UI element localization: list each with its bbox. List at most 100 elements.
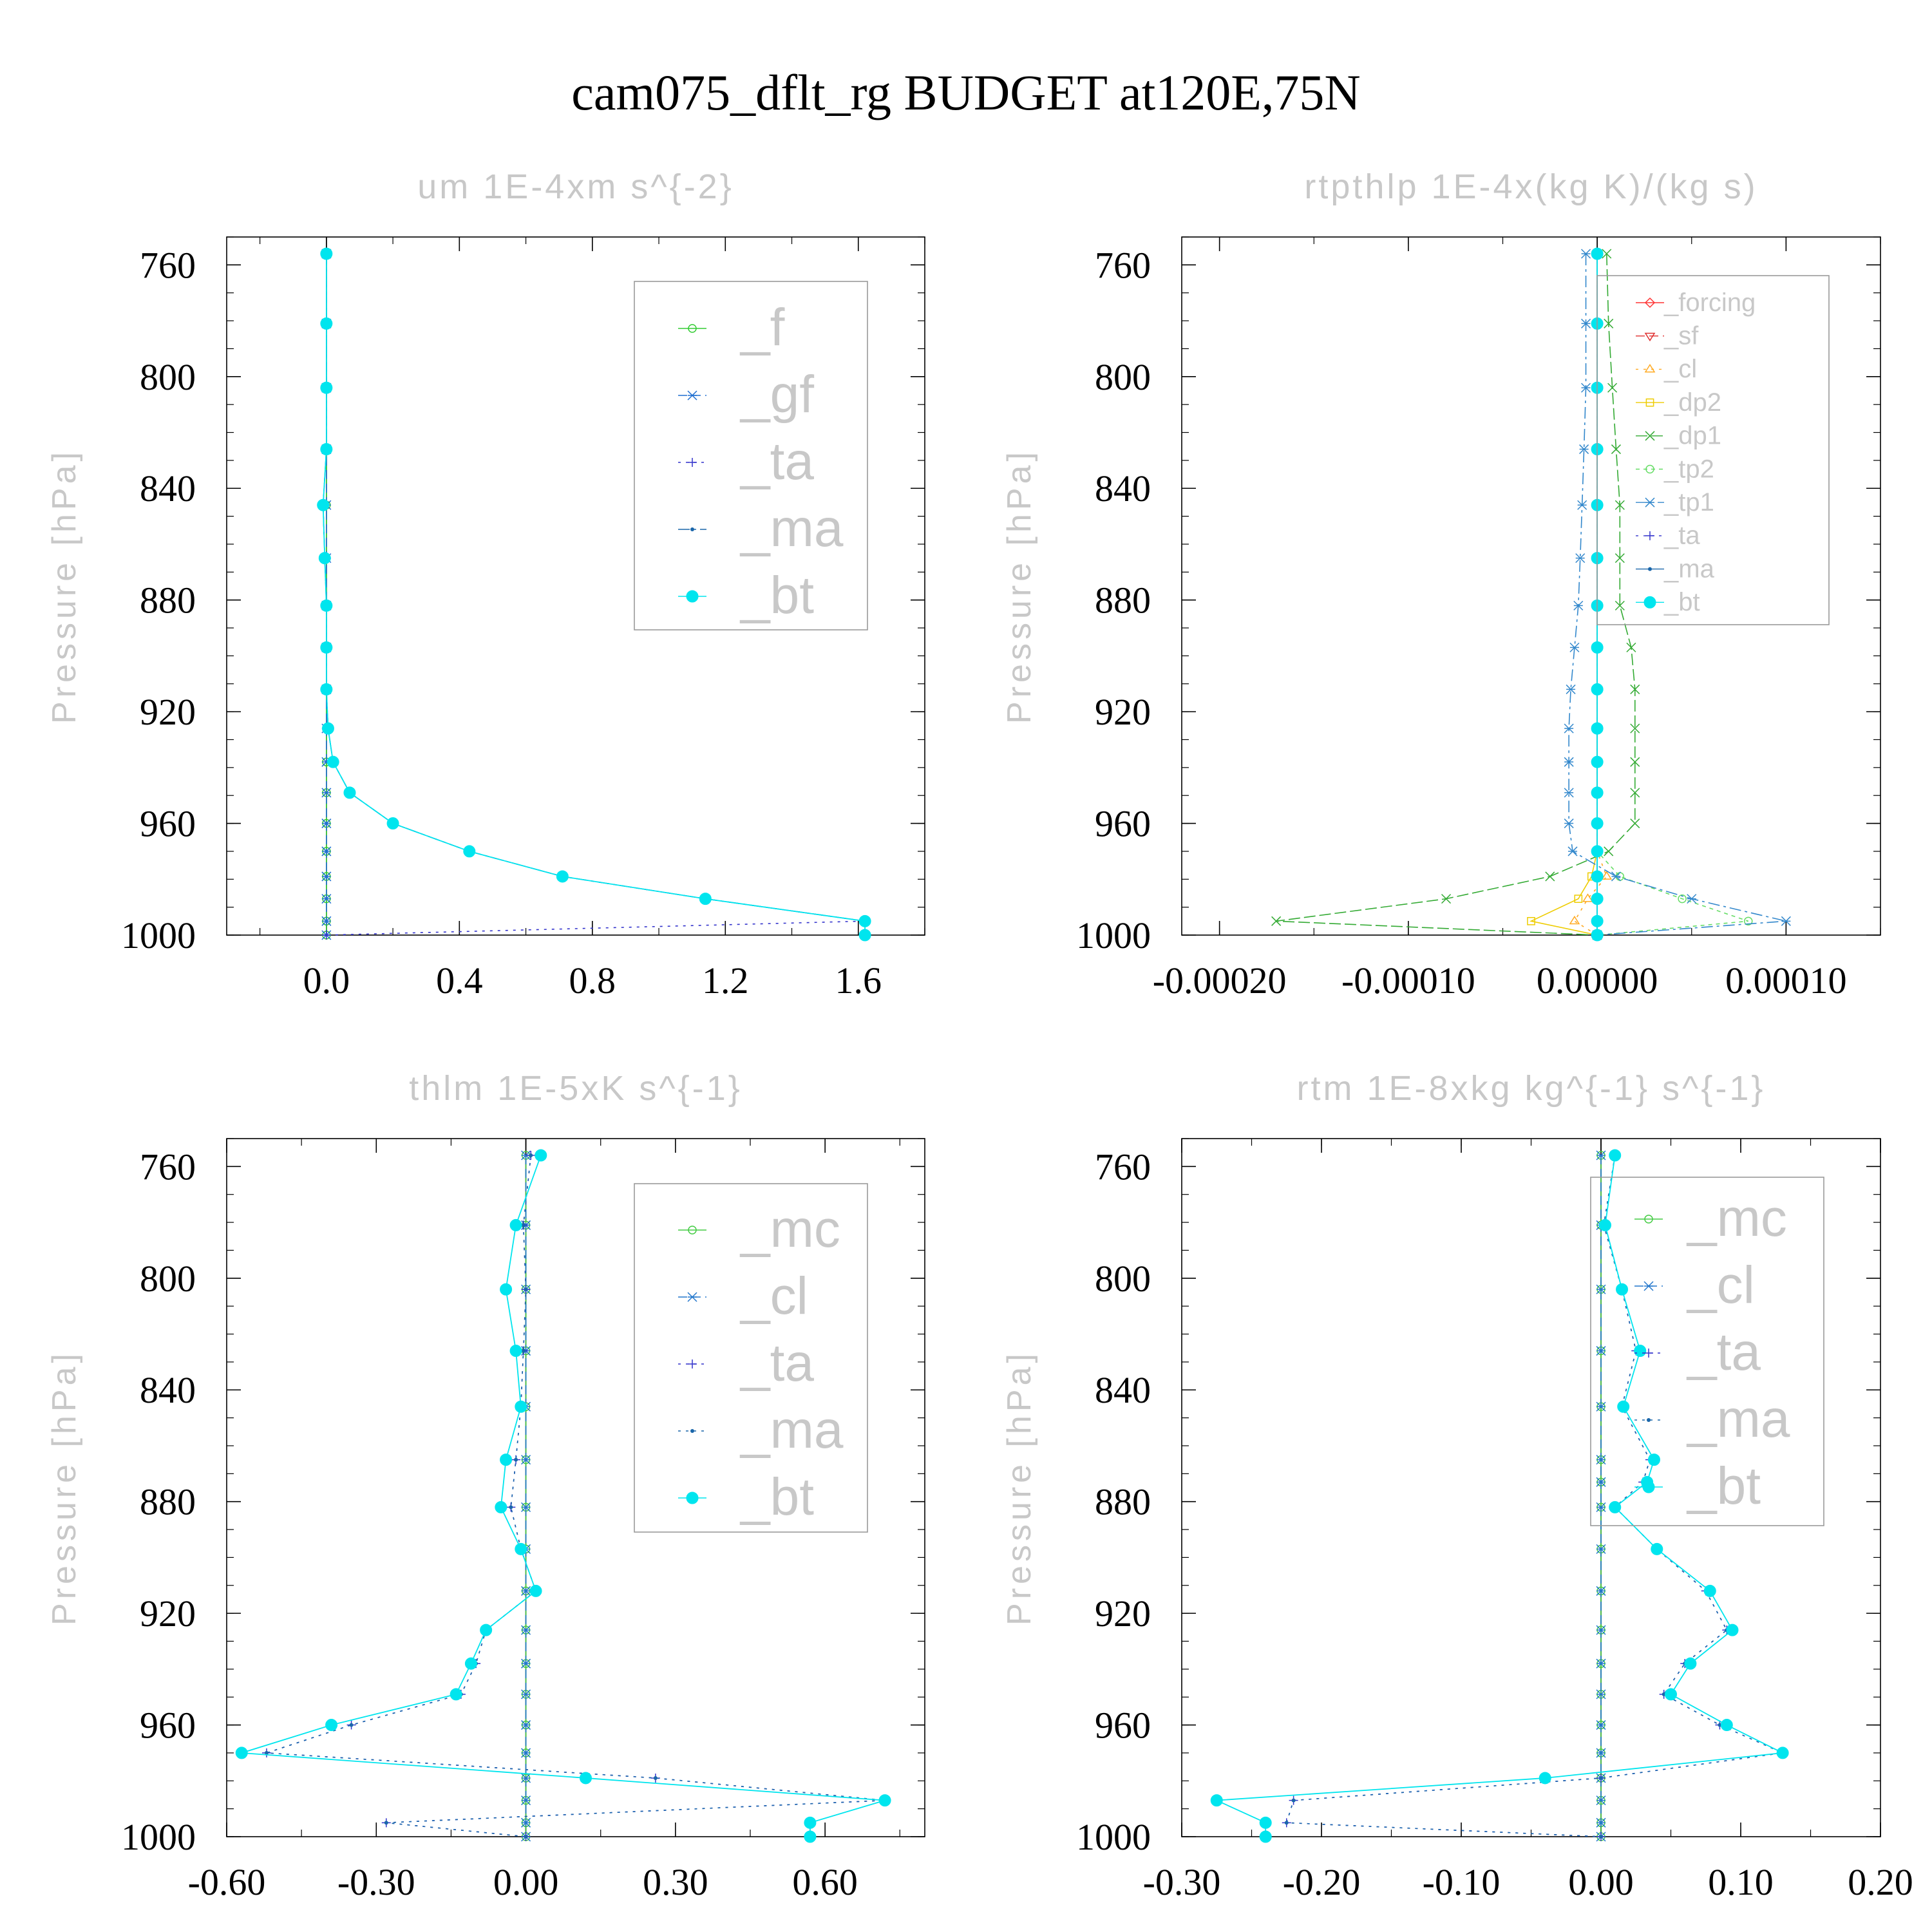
x-tick-label: -0.60: [188, 1861, 266, 1903]
data-point: [320, 247, 333, 260]
y-tick-label: 880: [140, 580, 196, 621]
data-point: [321, 871, 332, 882]
legend-entry: _gf: [739, 365, 814, 424]
data-point: [1591, 817, 1604, 830]
data-point: [500, 1454, 513, 1466]
legend-marker: [1645, 464, 1654, 474]
data-point: [1591, 722, 1604, 735]
data-point: [1651, 1542, 1663, 1555]
data-point: [804, 1816, 817, 1829]
legend-entry: _ma: [739, 1401, 844, 1459]
series-bt: [1210, 1149, 1789, 1843]
panel-thlm: thlm 1E-5xK s^{-1} Pressure [hPa] 760 800 84…: [46, 1069, 925, 1903]
data-point: [321, 894, 332, 904]
data-point: [450, 1688, 462, 1701]
legend-entry: _ta: [1663, 522, 1700, 550]
data-point: [1545, 871, 1555, 882]
data-point: [500, 1283, 513, 1296]
y-tick-label: 960: [140, 803, 196, 845]
data-point: [1596, 1720, 1606, 1730]
data-point: [1776, 1747, 1789, 1759]
y-tick-label: 760: [1095, 1146, 1151, 1188]
x-tick-label: 0.8: [569, 960, 616, 1001]
legend-marker: [1647, 1418, 1651, 1422]
legend-entry: _f: [739, 298, 785, 357]
data-point: [1596, 1544, 1606, 1554]
legend-marker: [1648, 567, 1652, 571]
figure-title: cam075_dflt_rg BUDGET at120E,75N: [571, 64, 1360, 120]
data-point: [1577, 500, 1587, 510]
legend-marker: [686, 590, 699, 603]
legend: _f _gf _ta _ma _bt: [634, 281, 868, 630]
x-tick-label: 1.2: [702, 960, 749, 1001]
legend-marker: [1644, 1349, 1653, 1358]
data-point: [1569, 642, 1580, 652]
series-line: [1276, 253, 1636, 936]
legend-entry: _cl: [1686, 1256, 1755, 1314]
data-point: [515, 1542, 527, 1555]
x-tick-label: -0.30: [1143, 1861, 1221, 1903]
data-point: [524, 1835, 528, 1839]
data-point: [1539, 1772, 1551, 1785]
data-point: [1647, 1454, 1660, 1466]
data-point: [325, 1719, 338, 1732]
data-point: [343, 786, 356, 799]
data-point: [1596, 1477, 1606, 1487]
x-tick-label: 0.10: [1708, 1861, 1774, 1903]
data-point: [321, 788, 332, 798]
data-point: [556, 870, 569, 883]
y-tick-label: 760: [140, 244, 196, 286]
x-tick-label: 0.00000: [1537, 960, 1658, 1001]
legend: _mc _cl _ta _ma _bt: [1590, 1177, 1824, 1526]
legend-marker: [686, 1492, 699, 1504]
data-point: [1582, 893, 1593, 902]
data-point: [858, 914, 871, 927]
legend-box: [1596, 275, 1830, 625]
legend-marker: [1645, 531, 1654, 540]
y-tick-label: 840: [1095, 468, 1151, 509]
plot-frame: [226, 236, 925, 936]
data-point: [521, 1748, 531, 1758]
data-point: [878, 1794, 891, 1807]
data-point: [1604, 846, 1614, 857]
legend-entry: _sf: [1663, 322, 1699, 350]
y-tick-label: 960: [1095, 803, 1151, 845]
data-point: [1441, 894, 1452, 904]
data-point: [521, 1223, 526, 1227]
data-point: [509, 1505, 513, 1510]
data-point: [320, 641, 333, 654]
panel-rtm: rtm 1E-8xkg kg^{-1} s^{-1} Pressure [hPa]…: [1001, 1069, 1913, 1903]
data-point: [1284, 1821, 1289, 1825]
data-point: [521, 1817, 531, 1828]
data-point: [264, 1750, 269, 1755]
legend-marker: [1644, 1215, 1653, 1224]
y-tick-label: 880: [1095, 580, 1151, 621]
data-point: [515, 1400, 527, 1413]
series-dp1: [1271, 249, 1640, 940]
data-point: [235, 1747, 248, 1759]
legend-marker: [687, 390, 697, 401]
data-point: [521, 1720, 531, 1730]
data-point: [529, 1584, 542, 1597]
data-point: [1615, 553, 1625, 564]
data-point: [521, 1689, 531, 1700]
data-point: [1581, 318, 1591, 328]
data-point: [521, 1502, 531, 1512]
data-point: [521, 1625, 531, 1635]
data-point: [1564, 819, 1574, 829]
panel-title: rtm 1E-8xkg kg^{-1} s^{-1}: [1297, 1069, 1766, 1108]
y-axis-label: Pressure [hPa]: [46, 448, 83, 724]
data-point: [1596, 1748, 1606, 1758]
data-point: [1703, 1584, 1716, 1597]
y-tick-label: 880: [140, 1481, 196, 1523]
data-point: [1581, 249, 1591, 259]
data-point: [804, 1830, 817, 1843]
data-point: [464, 1657, 477, 1670]
legend-entry: _bt: [739, 1468, 814, 1526]
data-point: [1596, 1689, 1606, 1700]
legend-entry: _cl: [1663, 355, 1697, 383]
x-tick-label: 0.00010: [1725, 960, 1847, 1001]
data-point: [1609, 1149, 1622, 1162]
legend-entry: _mc: [1686, 1189, 1787, 1247]
data-point: [1781, 916, 1791, 926]
